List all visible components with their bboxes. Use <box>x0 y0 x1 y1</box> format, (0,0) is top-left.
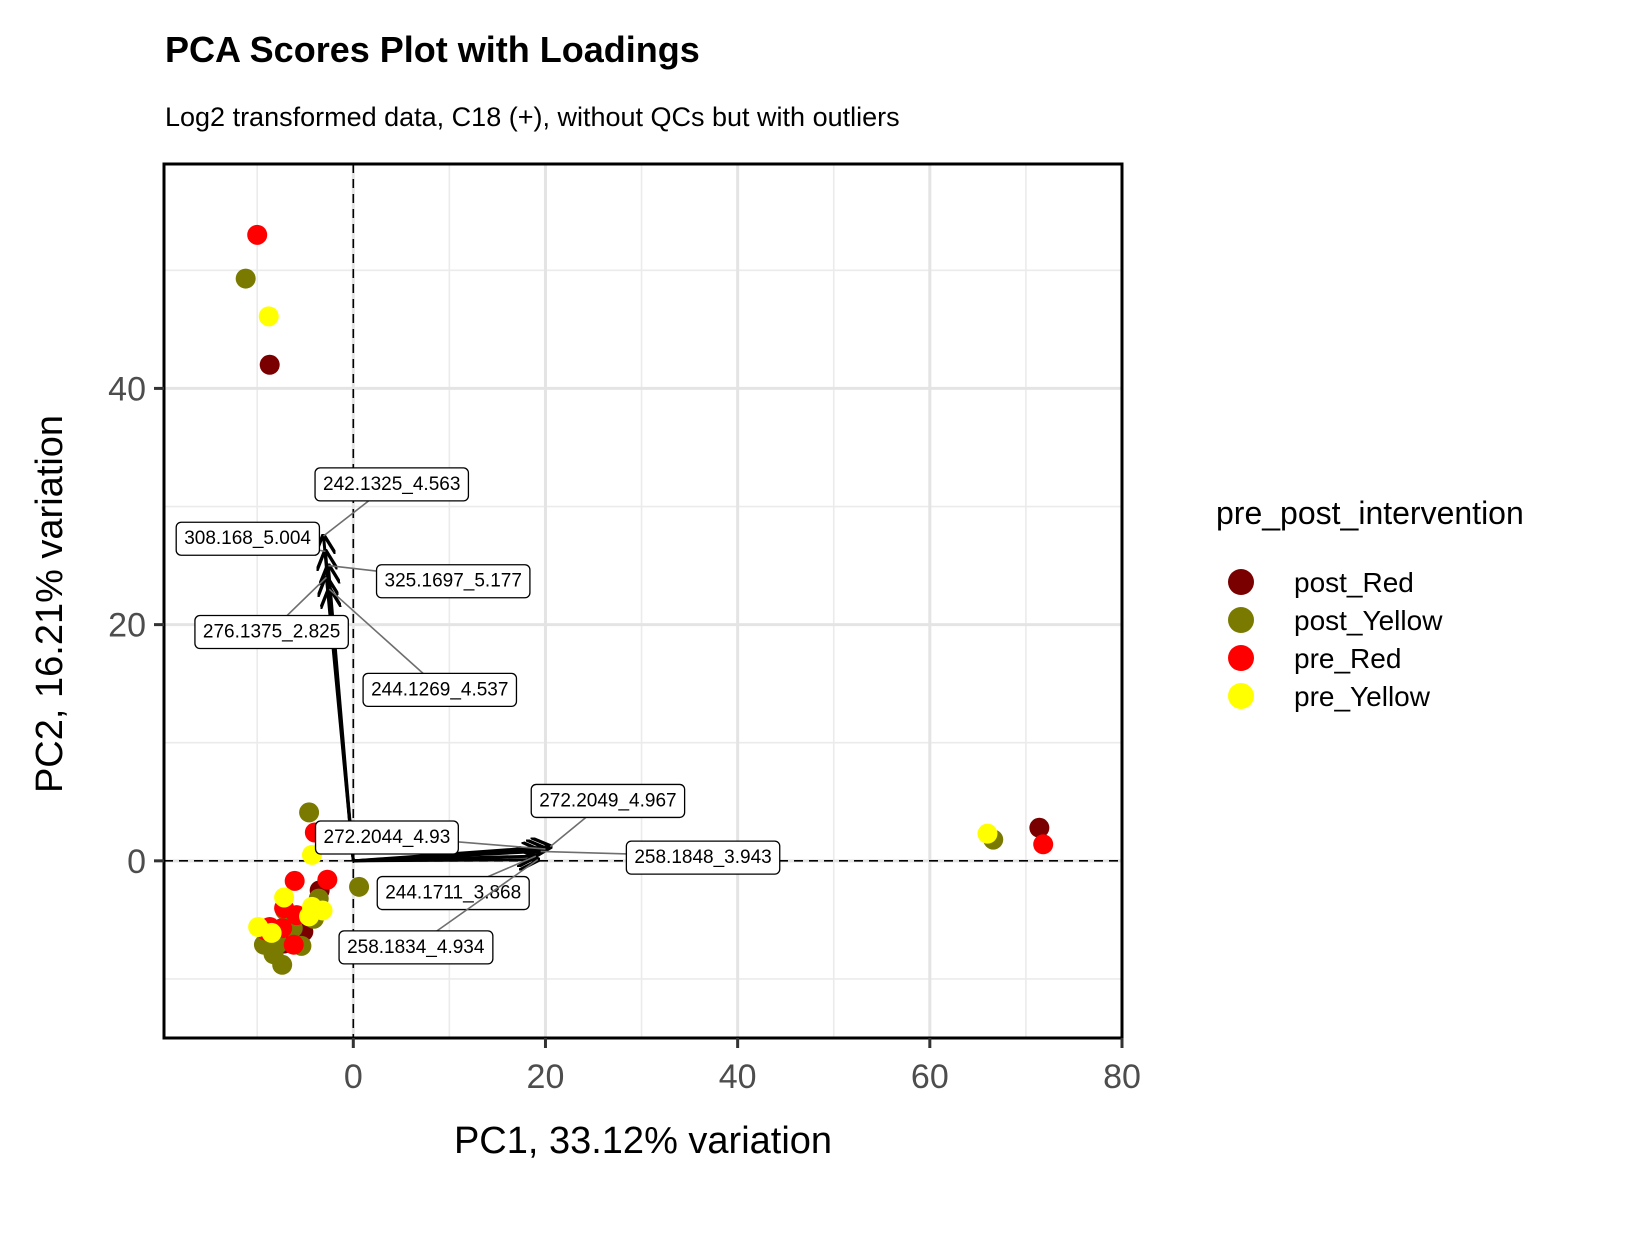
chart-subtitle: Log2 transformed data, C18 (+), without … <box>165 102 900 132</box>
data-point-pre_Red <box>284 870 305 891</box>
legend-title: pre_post_intervention <box>1216 495 1524 531</box>
legend-label-post_Red: post_Red <box>1294 567 1414 598</box>
loading-label: 244.1711_3.868 <box>385 883 521 904</box>
loading-label-box <box>530 783 686 819</box>
loading-label-box <box>175 521 321 556</box>
data-point-post_Yellow <box>299 802 320 823</box>
data-point-pre_Yellow <box>274 887 295 908</box>
data-point-pre_Red <box>1033 834 1054 855</box>
loading-arrow <box>353 860 537 861</box>
legend-label-pre_Yellow: pre_Yellow <box>1294 681 1431 712</box>
plot-frame <box>162 162 1124 1040</box>
data-point-pre_Red <box>317 869 338 890</box>
x-tick-label: 80 <box>1103 1058 1141 1096</box>
x-tick-label: 0 <box>344 1058 363 1096</box>
plot-area: 242.1325_4.563 308.168_5.004 325.1697_5.17… <box>108 162 1141 1096</box>
loading-label-box <box>375 564 531 599</box>
legend-key-post_Yellow <box>1228 607 1254 633</box>
loading-label-connector <box>328 588 441 689</box>
y-tick-label: 0 <box>127 843 146 881</box>
chart-title: PCA Scores Plot with Loadings <box>165 29 700 70</box>
loading-label-box <box>314 467 470 502</box>
x-tick-label: 20 <box>527 1058 565 1096</box>
loading-label-box <box>625 840 781 875</box>
loading-label-box <box>338 930 494 965</box>
data-point-pre_Yellow <box>258 306 279 327</box>
loading-label: 258.1848_3.943 <box>634 847 771 868</box>
x-tick-label: 60 <box>911 1058 949 1096</box>
x-axis-title: PC1, 33.12% variation <box>454 1120 832 1162</box>
legend-label-post_Yellow: post_Yellow <box>1294 605 1443 636</box>
data-point-pre_Red <box>247 224 268 245</box>
y-tick-label: 20 <box>108 607 146 645</box>
loading-label: 242.1325_4.563 <box>323 474 460 495</box>
data-point-post_Yellow <box>235 268 256 289</box>
data-point-post_Yellow <box>349 876 370 897</box>
data-point-post_Red <box>1029 817 1050 838</box>
legend-label-pre_Red: pre_Red <box>1294 643 1401 674</box>
data-point-post_Yellow <box>272 954 293 975</box>
loading-label-box <box>362 672 518 708</box>
loading-label: 276.1375_2.825 <box>203 622 340 643</box>
loading-label: 325.1697_5.177 <box>385 571 522 592</box>
loading-label: 308.168_5.004 <box>184 528 311 549</box>
y-axis-title: PC2, 16.21% variation <box>29 415 71 793</box>
legend-key-pre_Yellow <box>1228 683 1254 709</box>
data-point-pre_Yellow <box>261 922 282 943</box>
data-point-pre_Red <box>283 934 304 955</box>
y-tick-label: 40 <box>108 370 146 408</box>
legend-key-pre_Red <box>1228 645 1254 671</box>
loading-label: 244.1269_4.537 <box>371 679 508 700</box>
legend-key-post_Red <box>1228 569 1254 595</box>
loading-label: 272.2049_4.967 <box>539 790 676 811</box>
x-tick-label: 40 <box>719 1058 757 1096</box>
loading-label-box <box>194 614 349 650</box>
data-point-pre_Yellow <box>977 823 998 844</box>
data-point-post_Red <box>259 354 280 375</box>
data-point-pre_Yellow <box>299 906 320 927</box>
loading-label: 258.1834_4.934 <box>347 937 485 958</box>
loading-label-box <box>314 820 459 855</box>
loading-label: 272.2044_4.93 <box>324 827 451 848</box>
loading-label-box <box>376 875 530 911</box>
legend: post_Red post_Yellow pre_Red pre_Yellow <box>1228 567 1443 712</box>
